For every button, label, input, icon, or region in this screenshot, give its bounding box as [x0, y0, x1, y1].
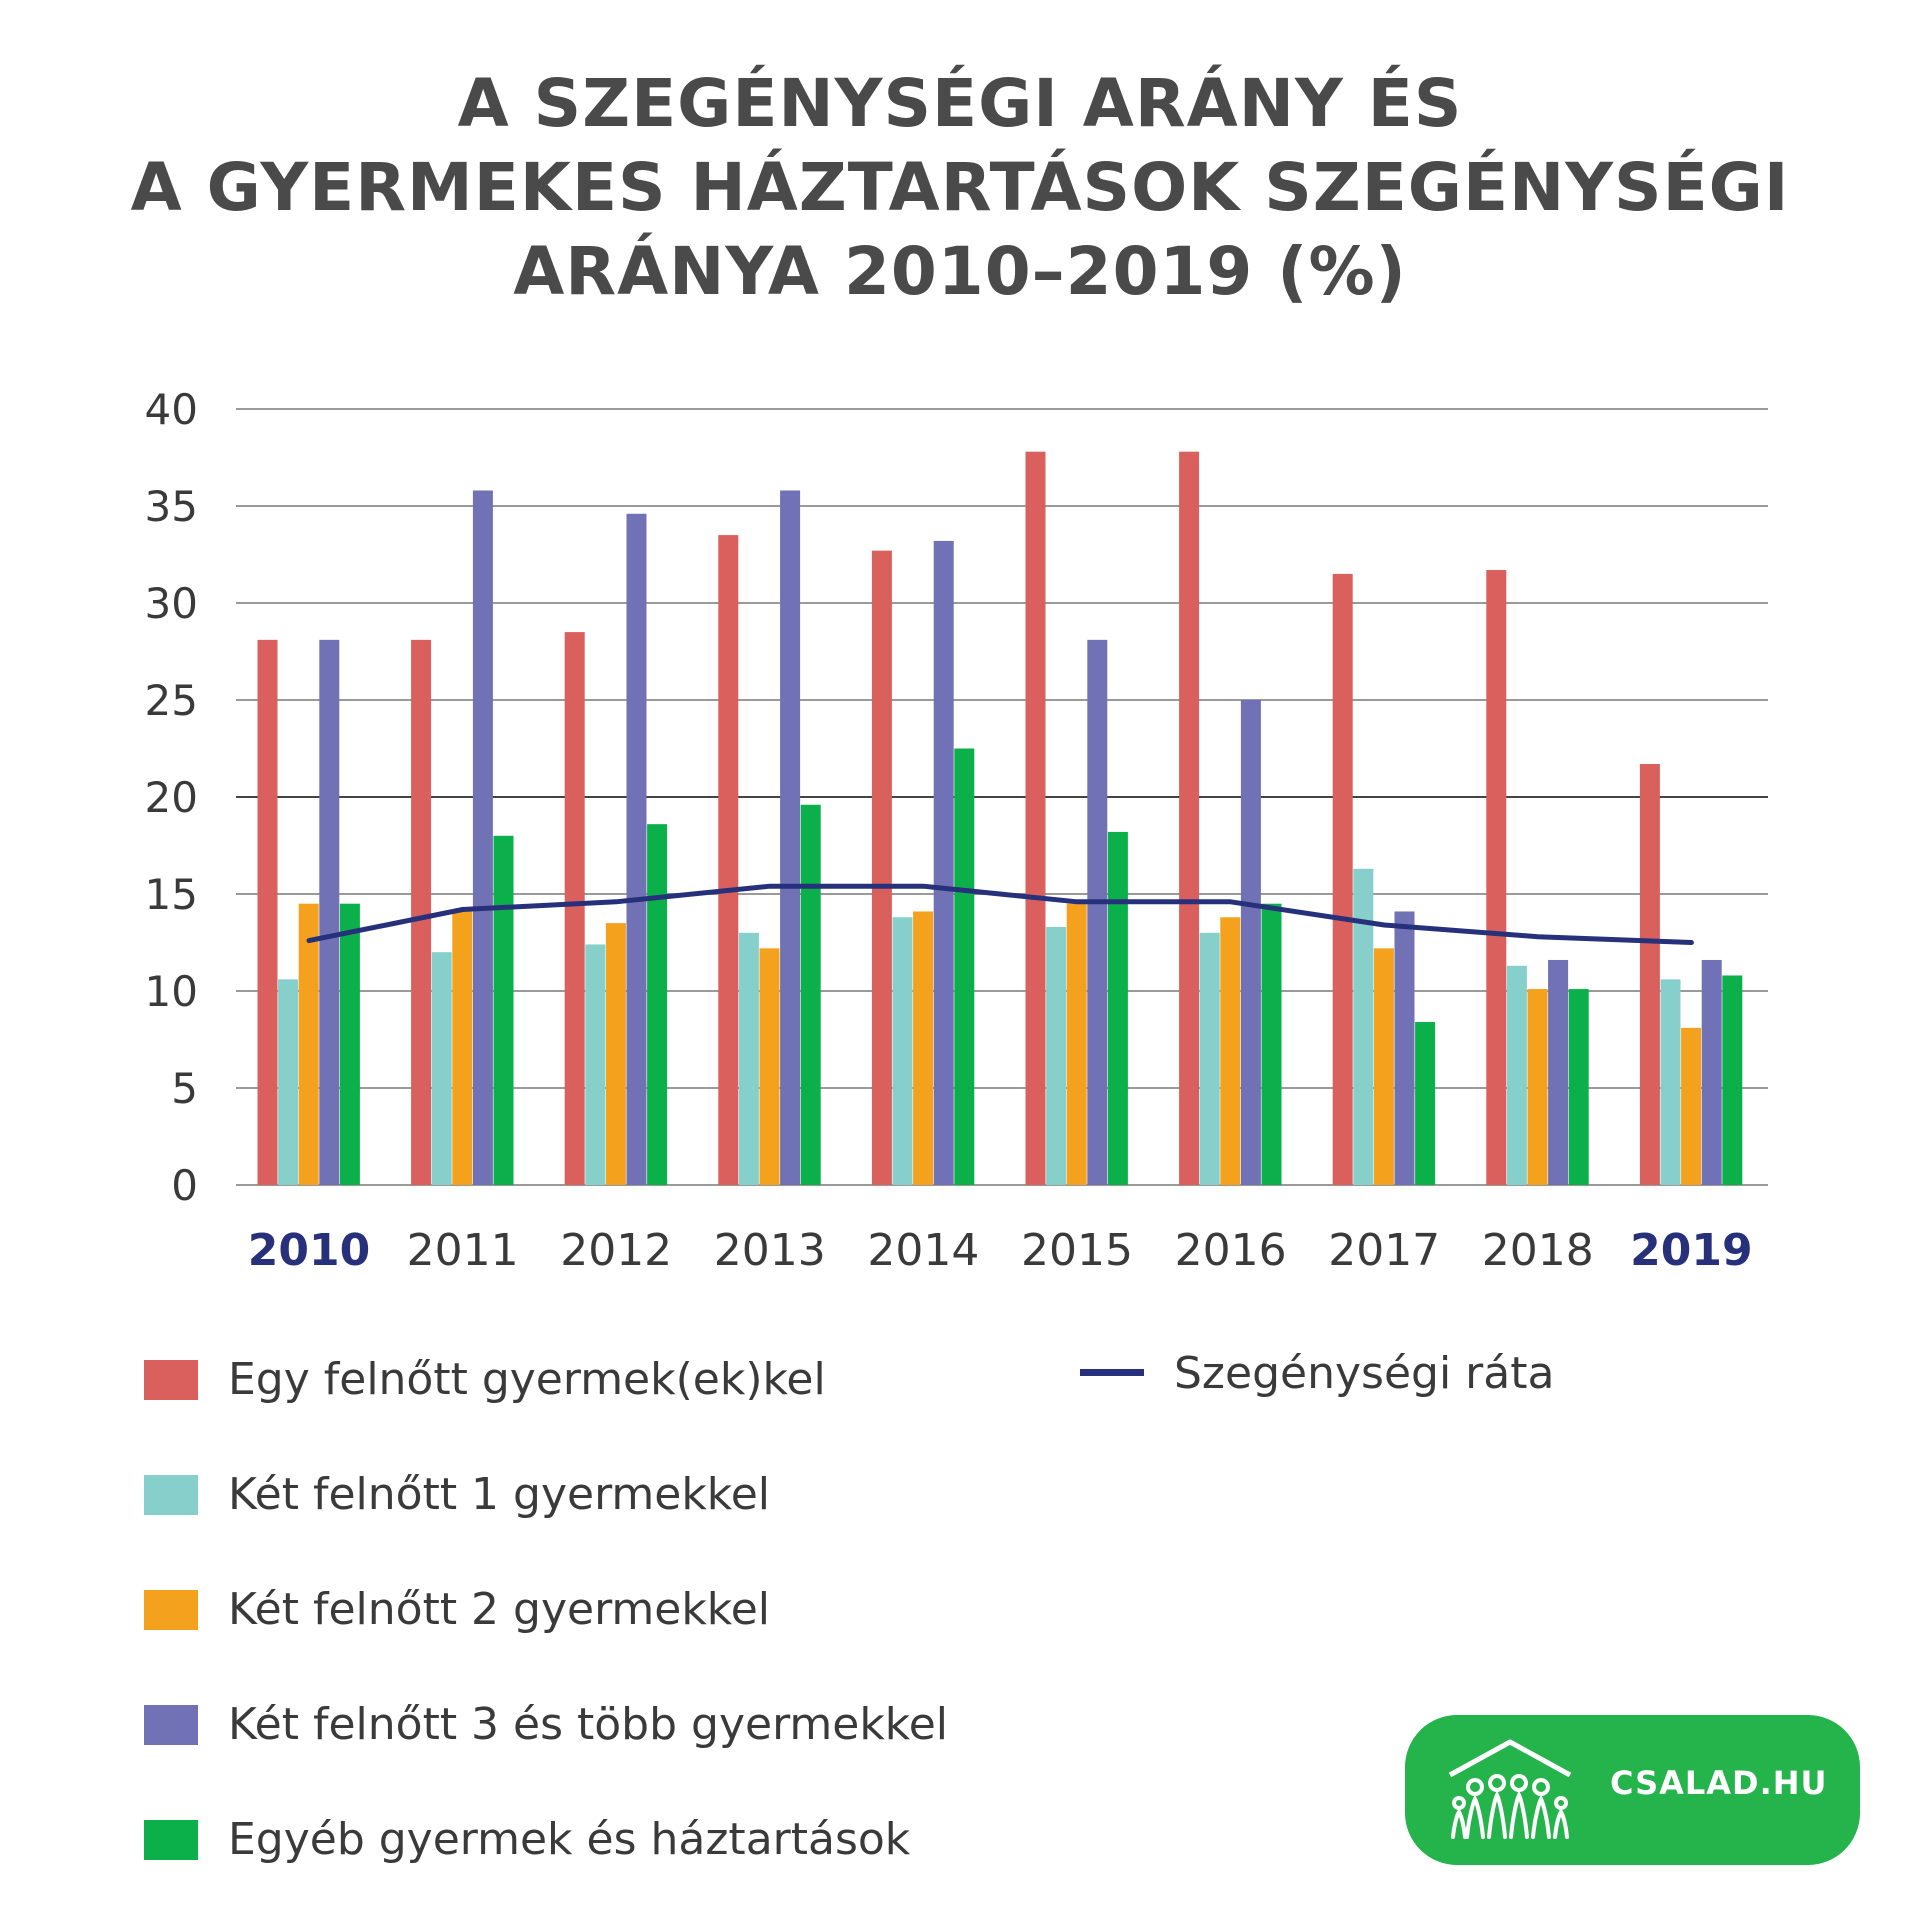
y-tick-label-10: 10 [145, 967, 198, 1016]
bar-2017-series-5 [1415, 1022, 1436, 1185]
x-tick-label-2013: 2013 [714, 1225, 826, 1276]
bar-2012-series-2 [585, 944, 606, 1185]
bar-2013-series-5 [800, 804, 821, 1185]
bar-2019-series-2 [1660, 979, 1681, 1185]
bar-2014-series-3 [913, 911, 934, 1185]
chart-title-line-3: ARÁNYA 2010–2019 (%) [513, 233, 1407, 310]
y-tick-label-20: 20 [145, 773, 198, 822]
logo-text: CSALAD.HU [1610, 1764, 1828, 1802]
bar-2019-series-5 [1722, 975, 1743, 1185]
bar-2011-series-4 [472, 490, 493, 1186]
bar-2014-series-1 [871, 550, 892, 1185]
legend-swatch-ket-felnott-2 [144, 1590, 198, 1630]
line-szegenysegi-rata [306, 883, 1694, 945]
x-tick-label-2018: 2018 [1482, 1225, 1594, 1276]
bar-2018-series-2 [1506, 965, 1527, 1185]
bar-2015-series-2 [1046, 926, 1067, 1185]
y-tick-label-5: 5 [171, 1064, 198, 1113]
chart-title: A SZEGÉNYSÉGI ARÁNY ÉS A GYERMEKES HÁZTA… [0, 62, 1920, 314]
bar-2011-series-5 [493, 835, 514, 1185]
bar-2012-series-3 [605, 923, 626, 1185]
bar-2015-series-3 [1066, 903, 1087, 1185]
legend-line-szegenysegi-rata [1080, 1369, 1144, 1376]
bar-2015-series-4 [1087, 639, 1108, 1185]
bar-2014-series-4 [933, 540, 954, 1185]
bar-2014-series-5 [954, 748, 975, 1185]
family-house-icon [1448, 1739, 1572, 1839]
legend-swatch-egy-felnott [144, 1360, 198, 1400]
bar-2012-series-4 [626, 513, 647, 1185]
x-tick-label-2010: 2010 [248, 1225, 370, 1276]
bar-2015-series-5 [1107, 831, 1128, 1185]
bar-2018-series-4 [1548, 959, 1569, 1185]
bar-2016-series-4 [1240, 700, 1261, 1185]
chart-title-line-1: A SZEGÉNYSÉGI ARÁNY ÉS [457, 65, 1463, 142]
legend-item-szegenysegi-rata: Szegénységi ráta [1080, 1346, 1640, 1406]
bar-2011-series-1 [411, 639, 432, 1185]
legend-swatch-ket-felnott-3 [144, 1705, 198, 1745]
x-tick-label-2014: 2014 [867, 1225, 979, 1276]
bar-2015-series-1 [1025, 451, 1046, 1185]
bar-2011-series-3 [452, 911, 473, 1185]
legend-label-szegenysegi-rata: Szegénységi ráta [1174, 1348, 1555, 1399]
bar-2010-series-4 [319, 639, 340, 1185]
x-tick-label-2016: 2016 [1175, 1225, 1287, 1276]
legend-item-egyeb: Egyéb gyermek és háztartások [144, 1812, 1004, 1872]
bar-2018-series-5 [1568, 989, 1589, 1185]
y-tick-label-40: 40 [145, 385, 198, 434]
legend-swatch-ket-felnott-1 [144, 1475, 198, 1515]
legend-label-egy-felnott: Egy felnőtt gyermek(ek)kel [228, 1354, 826, 1405]
y-tick-label-15: 15 [145, 870, 198, 919]
chart-title-line-2: A GYERMEKES HÁZTARTÁSOK SZEGÉNYSÉGI [130, 149, 1790, 226]
bar-2016-series-1 [1179, 451, 1200, 1185]
legend-label-ket-felnott-2: Két felnőtt 2 gyermekkel [228, 1584, 771, 1635]
bar-2016-series-5 [1261, 903, 1282, 1185]
bar-2010-series-5 [339, 903, 360, 1185]
bar-2016-series-2 [1199, 932, 1220, 1185]
legend-swatch-egyeb [144, 1820, 198, 1860]
legend-label-ket-felnott-3: Két felnőtt 3 és több gyermekkel [228, 1699, 949, 1750]
y-tick-label-25: 25 [145, 676, 198, 725]
bar-2016-series-3 [1220, 917, 1241, 1185]
csalad-hu-logo: CSALAD.HU [1405, 1715, 1860, 1865]
bar-2013-series-1 [718, 535, 739, 1185]
bar-2019-series-1 [1639, 764, 1660, 1185]
bar-2018-series-3 [1527, 989, 1548, 1185]
y-tick-label-0: 0 [171, 1161, 198, 1210]
bar-2014-series-2 [892, 917, 913, 1185]
bar-2017-series-4 [1394, 911, 1415, 1185]
bar-2019-series-3 [1681, 1027, 1702, 1185]
bar-2017-series-3 [1373, 948, 1394, 1185]
y-tick-label-30: 30 [145, 579, 198, 628]
bar-2017-series-1 [1332, 573, 1353, 1185]
bar-2013-series-4 [780, 490, 801, 1186]
bar-2010-series-3 [298, 903, 319, 1185]
bar-2018-series-1 [1486, 570, 1507, 1185]
x-tick-label-2011: 2011 [407, 1225, 519, 1276]
x-tick-label-2015: 2015 [1021, 1225, 1133, 1276]
bar-2012-series-5 [647, 824, 668, 1185]
legend-item-egy-felnott: Egy felnőtt gyermek(ek)kel [144, 1352, 904, 1412]
legend-label-egyeb: Egyéb gyermek és háztartások [228, 1814, 911, 1865]
x-tick-label-2012: 2012 [560, 1225, 672, 1276]
bar-2011-series-2 [431, 952, 452, 1185]
bar-2017-series-2 [1353, 868, 1374, 1185]
x-tick-label-2019: 2019 [1630, 1225, 1752, 1276]
legend-item-ket-felnott-3: Két felnőtt 3 és több gyermekkel [144, 1697, 1004, 1757]
legend-item-ket-felnott-1: Két felnőtt 1 gyermekkel [144, 1467, 904, 1527]
bar-2013-series-3 [759, 948, 780, 1185]
legend-item-ket-felnott-2: Két felnőtt 2 gyermekkel [144, 1582, 904, 1642]
bar-2013-series-2 [738, 932, 759, 1185]
bar-2012-series-1 [564, 632, 585, 1185]
y-tick-label-35: 35 [145, 482, 198, 531]
bar-2019-series-4 [1701, 959, 1722, 1185]
x-tick-label-2017: 2017 [1328, 1225, 1440, 1276]
legend-label-ket-felnott-1: Két felnőtt 1 gyermekkel [228, 1469, 771, 1520]
bar-2010-series-2 [278, 979, 299, 1185]
bar-2010-series-1 [257, 639, 278, 1185]
